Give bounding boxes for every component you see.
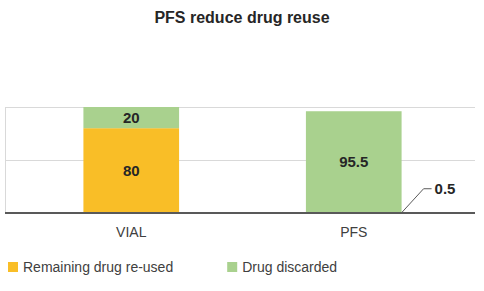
data-label: 95.5 bbox=[339, 153, 368, 170]
data-label: 0.5 bbox=[435, 180, 456, 197]
data-label: 80 bbox=[123, 162, 140, 179]
legend: Remaining drug re-used Drug discarded bbox=[8, 259, 337, 275]
bar bbox=[306, 111, 402, 212]
x-tick: PFS bbox=[340, 213, 367, 240]
legend-item: Remaining drug re-used bbox=[8, 259, 173, 275]
legend-label: Drug discarded bbox=[242, 259, 337, 275]
y-axis bbox=[5, 108, 475, 214]
grid-line bbox=[5, 213, 475, 214]
data-label: 20 bbox=[123, 109, 140, 126]
x-tick-label: PFS bbox=[340, 224, 367, 240]
y-tick bbox=[5, 213, 475, 214]
grid-line bbox=[5, 107, 475, 108]
bars bbox=[83, 107, 401, 213]
y-axis-line bbox=[6, 108, 476, 214]
chart: PFS reduce drug reuse 80 0.5 20 95.5 VIAL PFS R… bbox=[0, 0, 484, 291]
y-tick bbox=[5, 107, 475, 108]
y-tick bbox=[5, 160, 475, 161]
legend-swatch bbox=[227, 262, 237, 272]
x-axis: VIAL PFS bbox=[5, 213, 475, 240]
x-axis-line bbox=[5, 212, 475, 214]
x-tick: VIAL bbox=[116, 213, 147, 240]
data-labels: 80 0.5 20 95.5 bbox=[123, 109, 456, 213]
bar bbox=[83, 128, 179, 213]
x-tick-label: VIAL bbox=[116, 224, 147, 240]
legend-label: Remaining drug re-used bbox=[23, 259, 173, 275]
legend-swatch bbox=[8, 262, 18, 272]
leader-line bbox=[424, 188, 432, 189]
leader-line bbox=[402, 189, 424, 213]
grid-line bbox=[5, 160, 475, 161]
legend-item: Drug discarded bbox=[227, 259, 337, 275]
title: PFS reduce drug reuse bbox=[154, 9, 329, 26]
bar bbox=[83, 107, 179, 128]
